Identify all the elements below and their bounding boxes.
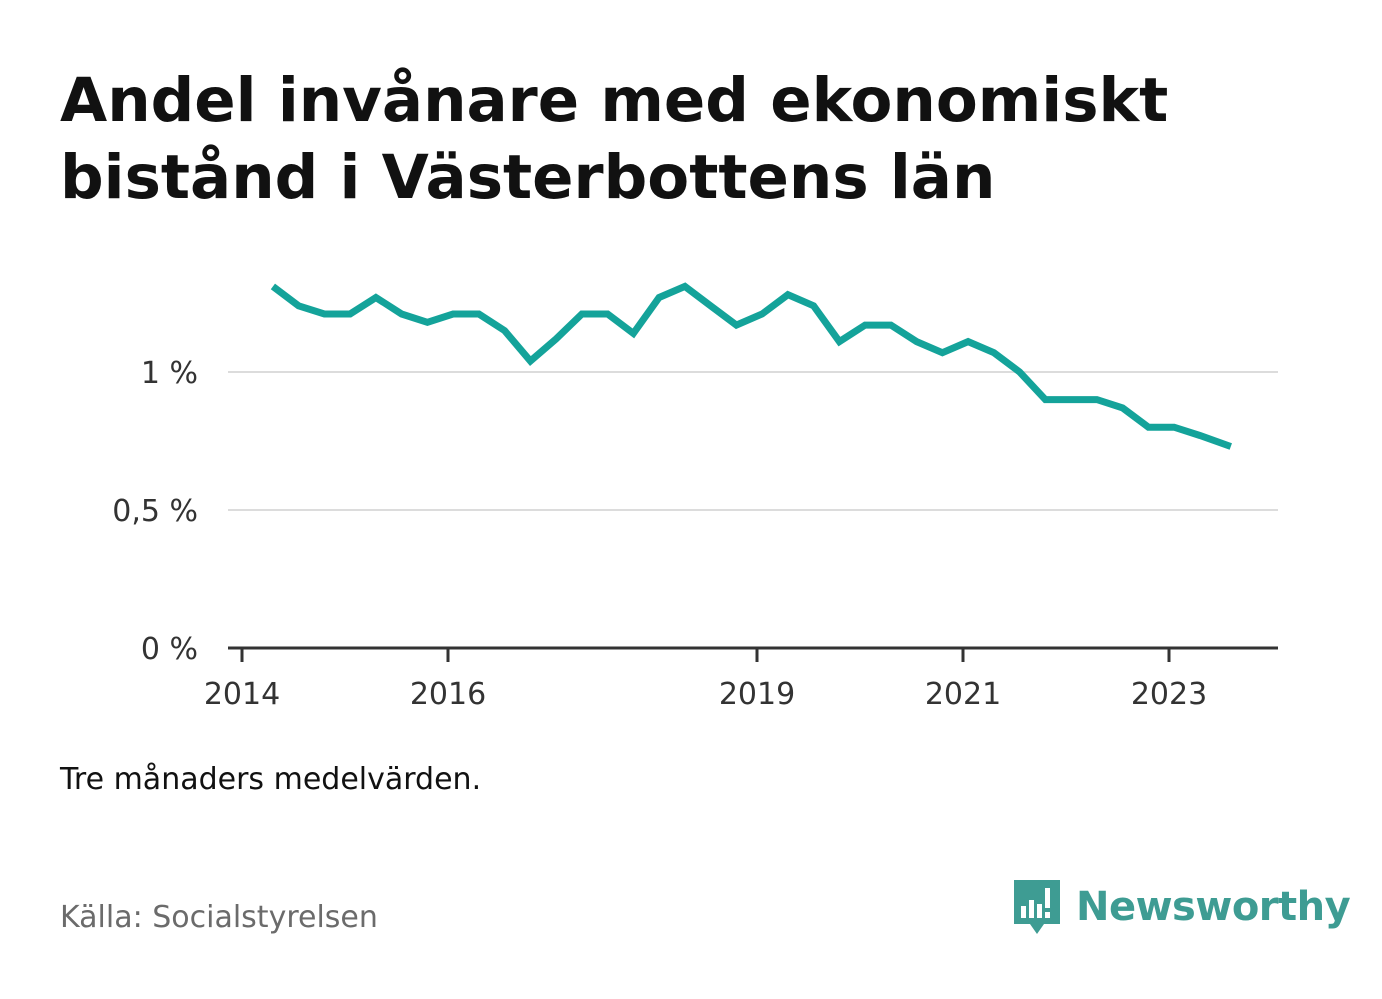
newsworthy-logo: Newsworthy <box>1010 876 1351 938</box>
series-layer <box>270 282 1232 450</box>
x-tick-label: 2014 <box>204 677 280 712</box>
x-tick-label: 2019 <box>719 677 795 712</box>
logo-text: Newsworthy <box>1076 884 1351 930</box>
x-tick-label: 2016 <box>410 677 486 712</box>
source-text: Källa: Socialstyrelsen <box>60 900 378 935</box>
series-line <box>270 282 1232 450</box>
chart-title: Andel invånare med ekonomiskt bistånd i … <box>60 65 1169 213</box>
line-chart: 0 % 0,5 % 1 % 2014 2016 2019 2021 2023 <box>112 282 1278 712</box>
y-tick-label: 0,5 % <box>112 494 198 529</box>
x-tick-label: 2023 <box>1131 677 1207 712</box>
y-tick-label: 1 % <box>141 356 198 391</box>
grid-layer <box>228 371 1278 511</box>
newsworthy-logo-icon <box>1014 880 1060 934</box>
chart-note: Tre månaders medelvärden. <box>60 762 482 797</box>
axis-layer: 0 % 0,5 % 1 % 2014 2016 2019 2021 2023 <box>112 356 1278 712</box>
x-tick-label: 2021 <box>925 677 1001 712</box>
y-tick-label: 0 % <box>141 632 198 667</box>
